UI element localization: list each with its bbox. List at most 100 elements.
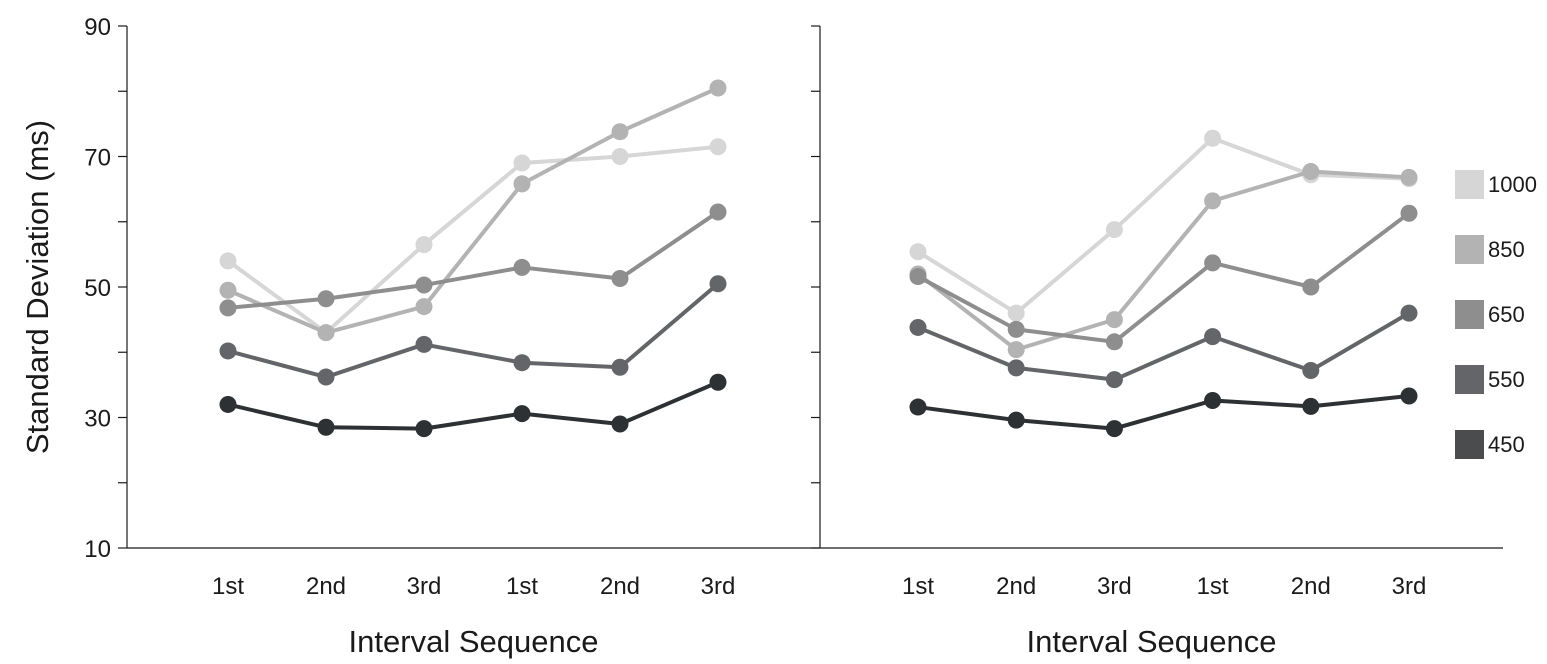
y-tick-label: 30 bbox=[84, 406, 111, 433]
series-line bbox=[916, 136, 1410, 316]
data-point bbox=[513, 154, 531, 172]
data-point bbox=[611, 358, 629, 376]
series-line bbox=[917, 211, 1411, 344]
data-point bbox=[909, 243, 927, 261]
x-axis-title: Interval Sequence bbox=[1027, 624, 1277, 659]
x-tick-label: 3rd bbox=[1097, 573, 1132, 600]
data-point bbox=[1105, 420, 1123, 438]
legend-swatch bbox=[1455, 300, 1484, 329]
data-point bbox=[709, 79, 727, 97]
data-point bbox=[317, 324, 335, 342]
data-point bbox=[611, 148, 629, 165]
series-1000 bbox=[909, 129, 1418, 322]
data-point bbox=[909, 398, 927, 416]
series-450 bbox=[219, 373, 727, 438]
data-point bbox=[219, 342, 237, 360]
data-point bbox=[1400, 204, 1418, 222]
data-point bbox=[1400, 387, 1418, 405]
data-point bbox=[611, 415, 629, 433]
y-tick-label: 10 bbox=[84, 536, 111, 563]
data-point bbox=[909, 268, 927, 286]
data-point bbox=[317, 368, 335, 386]
series-line bbox=[227, 210, 720, 310]
data-point bbox=[611, 270, 629, 288]
series-450 bbox=[909, 387, 1418, 438]
x-tick-label: 1st bbox=[212, 573, 244, 600]
data-point bbox=[1400, 168, 1418, 186]
data-point bbox=[513, 405, 531, 423]
legend-label: 450 bbox=[1488, 432, 1525, 457]
data-point bbox=[709, 373, 727, 391]
data-point bbox=[513, 258, 531, 276]
data-point bbox=[1105, 221, 1123, 239]
series-line bbox=[227, 380, 719, 431]
legend-item-450: 450 bbox=[1455, 430, 1525, 459]
series-550 bbox=[909, 304, 1418, 389]
data-point bbox=[1204, 254, 1222, 272]
legend-swatch bbox=[1455, 170, 1484, 199]
data-point bbox=[219, 395, 237, 413]
legend-label: 1000 bbox=[1488, 172, 1537, 197]
legend-swatch bbox=[1455, 365, 1484, 394]
series-650 bbox=[219, 203, 727, 317]
data-point bbox=[709, 138, 727, 156]
data-point bbox=[415, 236, 433, 254]
data-point bbox=[709, 275, 727, 293]
data-point bbox=[909, 318, 927, 336]
data-point bbox=[1105, 333, 1123, 351]
y-axis-title: Standard Deviation (ms) bbox=[20, 120, 55, 454]
data-point bbox=[1007, 359, 1025, 377]
data-point bbox=[1302, 163, 1320, 181]
data-point bbox=[415, 298, 433, 316]
panel-right: 1st 2nd 3rd 1st 2nd 3rd Interval Sequence bbox=[811, 25, 1503, 659]
data-point bbox=[1105, 371, 1123, 389]
plot-panels: 10 30 50 70 90 1st 2nd 3rd 1st 2nd 3rd Interval Seq… bbox=[84, 14, 1503, 659]
legend: 1000 850 650 550 450 bbox=[1455, 170, 1537, 459]
legend-item-550: 550 bbox=[1455, 365, 1525, 394]
data-point bbox=[1302, 397, 1320, 415]
series-line bbox=[916, 169, 1410, 352]
x-tick-label: 3rd bbox=[1392, 573, 1427, 600]
y-tick-label: 90 bbox=[84, 14, 111, 41]
data-point bbox=[611, 123, 629, 141]
y-tick-label: 70 bbox=[84, 145, 111, 172]
legend-swatch bbox=[1455, 430, 1484, 459]
legend-item-850: 850 bbox=[1455, 235, 1525, 264]
legend-item-1000: 1000 bbox=[1455, 170, 1537, 199]
series-850 bbox=[909, 163, 1418, 359]
data-point bbox=[513, 175, 531, 193]
data-point bbox=[1204, 129, 1222, 147]
series-line bbox=[227, 282, 720, 380]
data-point bbox=[1302, 362, 1320, 380]
data-point bbox=[219, 281, 237, 299]
data-point bbox=[317, 290, 335, 308]
series-550 bbox=[219, 275, 727, 386]
series-line bbox=[227, 86, 719, 335]
series-line bbox=[917, 393, 1410, 431]
series-1000 bbox=[219, 138, 727, 342]
data-point bbox=[1007, 411, 1025, 429]
series-650 bbox=[909, 204, 1418, 351]
series-line bbox=[226, 144, 719, 335]
x-tick-label: 3rd bbox=[407, 573, 442, 600]
data-point bbox=[1007, 304, 1025, 322]
series-850 bbox=[219, 79, 727, 342]
y-tick-label: 50 bbox=[84, 275, 111, 302]
data-point bbox=[415, 335, 433, 353]
legend-label: 850 bbox=[1488, 237, 1525, 262]
panel-left: 10 30 50 70 90 1st 2nd 3rd 1st 2nd 3rd Interval Seq… bbox=[84, 14, 820, 659]
y-axis-title-group: Standard Deviation (ms) bbox=[20, 120, 55, 454]
x-tick-label: 2nd bbox=[306, 573, 346, 600]
data-point bbox=[1204, 392, 1222, 410]
x-axis-title: Interval Sequence bbox=[349, 624, 599, 659]
x-tick-label: 2nd bbox=[1291, 573, 1331, 600]
data-point bbox=[1400, 304, 1418, 322]
data-point bbox=[1007, 341, 1025, 359]
legend-label: 650 bbox=[1488, 302, 1525, 327]
legend-swatch bbox=[1455, 235, 1484, 264]
data-point bbox=[1302, 278, 1320, 296]
data-point bbox=[415, 276, 433, 294]
data-point bbox=[1204, 192, 1222, 210]
data-point bbox=[513, 354, 531, 372]
